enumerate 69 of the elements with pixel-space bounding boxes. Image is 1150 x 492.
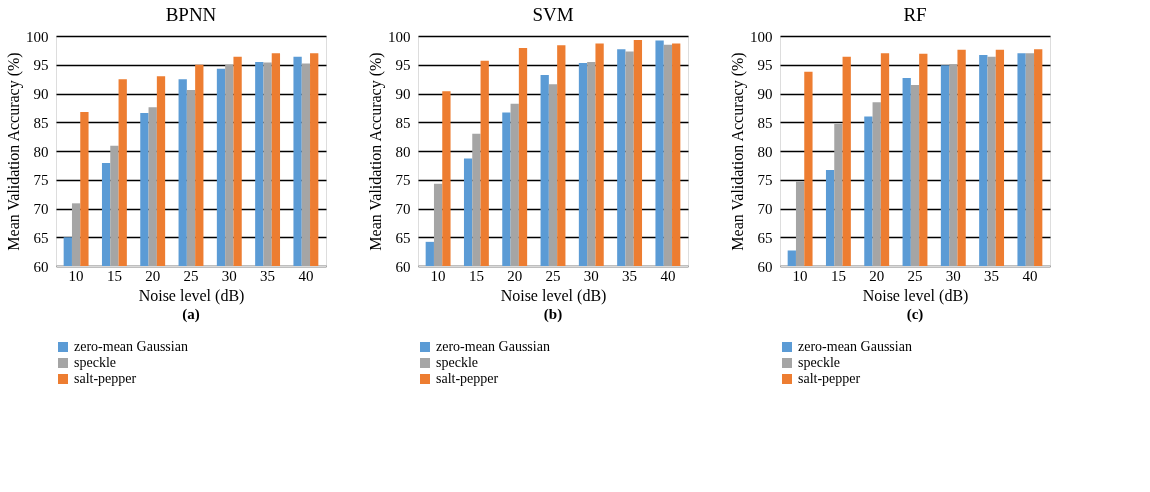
legend-label: speckle (798, 355, 840, 370)
legend-label: zero-mean Gaussian (74, 339, 188, 354)
y-axis-title: Mean Validation Accuracy (%) (5, 52, 23, 251)
x-tick-label: 35 (260, 267, 276, 284)
y-tick-label: 95 (757, 57, 773, 74)
x-tick-label: 25 (545, 267, 561, 284)
legend-label: speckle (74, 355, 116, 370)
x-tick-label: 40 (660, 267, 676, 284)
x-tick-label: 10 (430, 267, 446, 284)
y-tick-label: 90 (757, 86, 773, 102)
legend-label: zero-mean Gaussian (436, 339, 550, 354)
x-tick-label: 20 (507, 267, 523, 284)
y-tick-label: 90 (395, 86, 411, 102)
chart-title: SVM (532, 4, 574, 25)
x-axis-title: Noise level (dB) (500, 286, 607, 305)
y-tick-label: 95 (395, 57, 411, 74)
x-tick-label: 10 (68, 267, 84, 284)
y-tick-label: 80 (395, 143, 411, 160)
y-tick-label: 100 (26, 28, 49, 45)
legend-label: zero-mean Gaussian (798, 339, 912, 354)
y-tick-label: 65 (395, 229, 411, 246)
y-tick-label: 60 (33, 258, 49, 275)
x-axis-title: Noise level (dB) (862, 286, 969, 305)
y-tick-label: 70 (757, 201, 773, 217)
y-tick-label: 70 (395, 201, 411, 217)
y-tick-label: 80 (33, 143, 49, 160)
x-tick-label: 35 (984, 267, 1000, 284)
y-tick-label: 95 (33, 57, 49, 74)
x-tick-label: 30 (583, 267, 599, 284)
y-tick-label: 65 (757, 229, 773, 246)
y-tick-label: 100 (750, 28, 773, 45)
y-tick-label: 85 (395, 114, 411, 131)
x-tick-label: 25 (183, 267, 199, 284)
y-tick-label: 90 (33, 86, 49, 102)
y-tick-label: 65 (33, 229, 49, 246)
chart-title: BPNN (165, 4, 217, 25)
x-tick-label: 15 (830, 267, 846, 284)
x-tick-label: 25 (907, 267, 923, 284)
y-tick-label: 85 (33, 114, 49, 131)
text: (b) (543, 306, 563, 323)
x-tick-label: 30 (945, 267, 961, 284)
y-tick-label: 75 (757, 172, 773, 189)
y-tick-label: 60 (757, 258, 773, 275)
y-tick-label: 100 (388, 28, 411, 45)
legend-label: salt-pepper (74, 371, 137, 386)
x-tick-label: 20 (145, 267, 161, 284)
x-tick-label: 40 (298, 267, 314, 284)
x-tick-label: 30 (221, 267, 237, 284)
x-tick-label: 40 (1022, 267, 1038, 284)
text: (a) (182, 306, 200, 323)
x-axis-title: Noise level (dB) (138, 286, 245, 305)
x-tick-label: 15 (468, 267, 484, 284)
y-axis-title: Mean Validation Accuracy (%) (367, 52, 385, 251)
y-tick-label: 60 (395, 258, 411, 275)
legend-label: salt-pepper (436, 371, 499, 386)
x-tick-label: 20 (869, 267, 885, 284)
legend-label: speckle (436, 355, 478, 370)
legend-label: salt-pepper (798, 371, 861, 386)
chart-title: RF (903, 4, 927, 25)
y-axis-title: Mean Validation Accuracy (%) (729, 52, 747, 251)
x-tick-label: 35 (622, 267, 638, 284)
text: (c) (906, 306, 924, 323)
x-tick-label: 15 (106, 267, 122, 284)
y-tick-label: 80 (757, 143, 773, 160)
x-tick-label: 10 (792, 267, 808, 284)
y-tick-label: 85 (757, 114, 773, 131)
y-tick-label: 75 (33, 172, 49, 189)
y-tick-label: 75 (395, 172, 411, 189)
y-tick-label: 70 (33, 201, 49, 217)
